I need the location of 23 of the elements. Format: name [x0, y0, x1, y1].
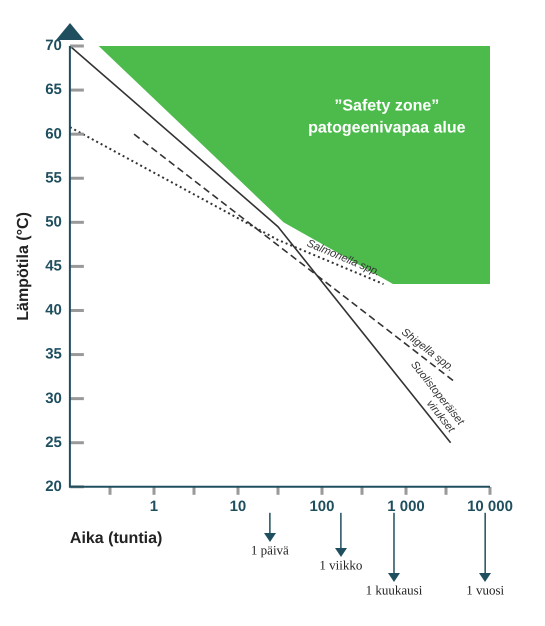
y-tick-label: 25 — [45, 434, 62, 451]
y-tick-label: 55 — [45, 169, 62, 186]
y-tick-label: 65 — [45, 81, 62, 98]
series-label: ”Safety zone” patogeenivapaa alue — [308, 97, 466, 136]
ref-line-label: 1 päivä — [250, 542, 290, 558]
y-tick-label: 50 — [45, 213, 62, 230]
y-tick-label: 60 — [45, 125, 62, 142]
y-tick-label: 40 — [45, 302, 62, 319]
x-tick-label: 1 — [150, 498, 158, 515]
ref-line-label: 1 kuukausi — [366, 582, 423, 598]
y-tick-label: 45 — [45, 258, 62, 275]
x-tick-label: 1 000 — [387, 498, 425, 515]
y-tick-label: 30 — [45, 390, 62, 407]
ref-line-label: 1 viikko — [319, 558, 362, 573]
ref-line-label: 1 vuosi — [466, 582, 505, 598]
y-axis-title: Lämpötila (°C) — [15, 212, 32, 321]
y-tick-label: 35 — [45, 346, 62, 363]
y-tick-label: 70 — [45, 37, 62, 54]
x-tick-label: 10 000 — [467, 498, 513, 515]
y-tick-label: 20 — [45, 478, 62, 495]
x-tick-label: 100 — [309, 498, 334, 515]
x-axis-title: Aika (tuntia) — [70, 530, 162, 547]
x-tick-label: 10 — [230, 498, 246, 515]
